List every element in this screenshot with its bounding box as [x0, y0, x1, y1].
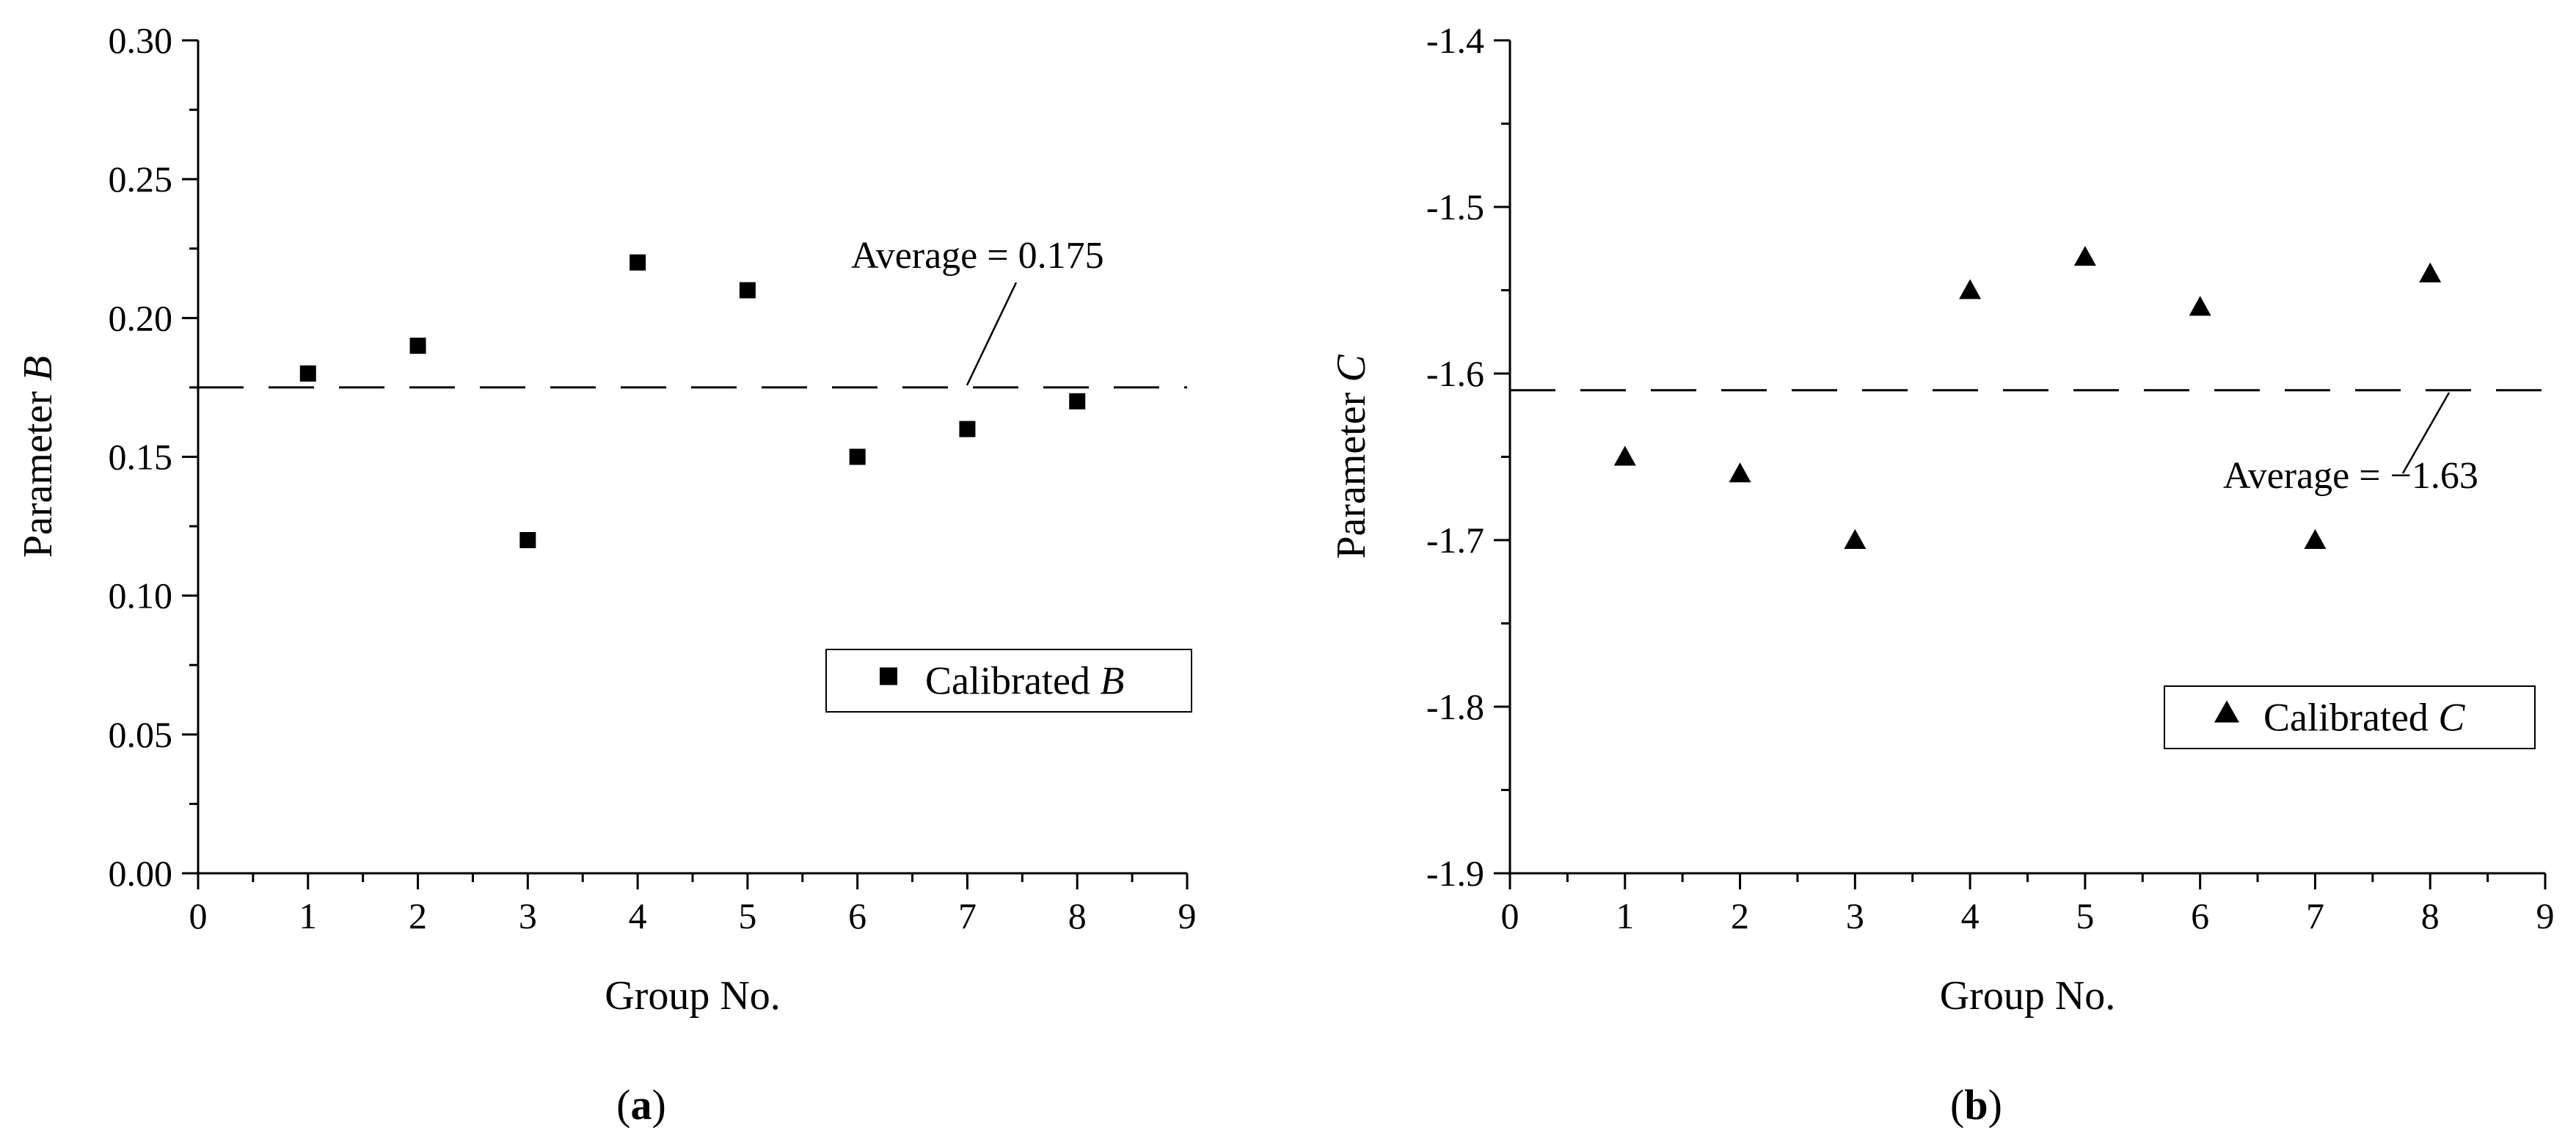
x-tick-label: 2: [1731, 895, 1749, 936]
data-point: [2304, 529, 2327, 549]
x-tick-label: 5: [2076, 895, 2094, 936]
legend-label: Calibrated C: [2263, 696, 2465, 740]
y-axis-title: Parameter B: [15, 356, 61, 558]
y-axis-title-prefix: Parameter: [1329, 382, 1374, 559]
x-tick-label: 9: [2536, 895, 2555, 936]
x-tick-label: 6: [848, 895, 866, 936]
x-tick-label: 4: [629, 895, 647, 936]
x-tick-label: 1: [299, 895, 317, 936]
x-axis-title: Group No.: [605, 973, 781, 1019]
panel-label-close: ): [652, 1081, 666, 1129]
y-tick-label: 0.30: [109, 20, 173, 61]
y-axis-title-variable: B: [15, 356, 61, 381]
y-tick-label: 0.00: [109, 853, 173, 894]
y-axis-title-variable: C: [1329, 354, 1374, 382]
legend-marker: [2214, 700, 2239, 723]
x-tick-label: 8: [2421, 895, 2440, 936]
panel-label-letter: a: [631, 1081, 652, 1129]
x-tick-label: 4: [1961, 895, 1980, 936]
x-tick-label: 1: [1616, 895, 1634, 936]
average-leader-line: [2401, 392, 2451, 474]
panel-label-letter: b: [1964, 1081, 1988, 1129]
average-annotation: Average = 0.175: [851, 235, 1104, 277]
average-leader-line: [966, 282, 1018, 386]
legend-label: Calibrated B: [925, 659, 1124, 703]
x-tick-label: 5: [738, 895, 756, 936]
x-tick-label: 9: [1178, 895, 1197, 936]
data-point: [299, 365, 316, 382]
data-point: [1844, 529, 1867, 549]
data-point: [959, 420, 976, 437]
x-axis-title: Group No.: [1940, 973, 2116, 1019]
legend-label-variable: B: [1100, 659, 1124, 703]
panel-label: (a): [616, 1081, 666, 1129]
x-tick-label: 7: [2306, 895, 2324, 936]
panel-label-close: ): [1988, 1081, 2002, 1129]
legend-marker: [880, 667, 897, 685]
data-point: [1959, 279, 1982, 299]
data-point: [2073, 246, 2096, 266]
x-tick-label: 2: [409, 895, 427, 936]
chart-panel-a: 0.00 0.05 0.10 0.15 0.20 0.25 0.30 0 1 2 3 4 5 6 7 8 9 Gr…: [15, 20, 1197, 1129]
y-tick-label: 0.20: [109, 297, 173, 338]
x-tick-label: 8: [1068, 895, 1087, 936]
x-tick-label: 6: [2191, 895, 2209, 936]
legend-label-prefix: Calibrated: [925, 659, 1100, 703]
panel-label-open: (: [1950, 1081, 1964, 1129]
data-point: [739, 282, 756, 299]
chart-panel-b: -1.9 -1.8 -1.7 -1.6 -1.5 -1.4 0 1 2 3 4 5 6 7 8 9 Group …: [1329, 20, 2555, 1129]
legend-label-prefix: Calibrated: [2263, 696, 2438, 740]
y-tick-label: 0.15: [109, 437, 173, 478]
data-point: [1613, 445, 1636, 466]
y-tick-label: -1.5: [1426, 186, 1484, 227]
y-tick-label: -1.8: [1426, 686, 1484, 727]
y-tick-label: -1.4: [1426, 20, 1484, 61]
data-point: [2189, 296, 2211, 316]
panel-label: (b): [1950, 1081, 2002, 1129]
data-point: [1069, 393, 1086, 409]
y-tick-label: -1.7: [1426, 520, 1484, 561]
y-tick-label: -1.9: [1426, 853, 1484, 894]
x-tick-label: 0: [1501, 895, 1519, 936]
x-tick-label: 3: [1846, 895, 1864, 936]
x-tick-label: 7: [958, 895, 977, 936]
x-tick-label: 3: [519, 895, 537, 936]
panel-label-open: (: [616, 1081, 630, 1129]
data-point: [2419, 262, 2442, 283]
y-tick-label: 0.25: [109, 159, 173, 200]
data-point: [409, 338, 426, 354]
data-point: [630, 254, 646, 271]
y-axis-title: Parameter C: [1329, 354, 1374, 559]
data-point: [1729, 462, 1751, 483]
y-tick-label: 0.10: [109, 575, 173, 616]
y-tick-label: -1.6: [1426, 353, 1484, 394]
y-tick-label: 0.05: [109, 714, 173, 755]
x-tick-label: 0: [189, 895, 208, 936]
y-axis-title-prefix: Parameter: [15, 381, 61, 558]
legend-label-variable: C: [2438, 696, 2465, 740]
legend-box: [825, 649, 1192, 713]
data-point: [849, 448, 866, 465]
average-annotation: Average = −1.63: [2223, 455, 2478, 497]
data-point: [519, 532, 536, 548]
